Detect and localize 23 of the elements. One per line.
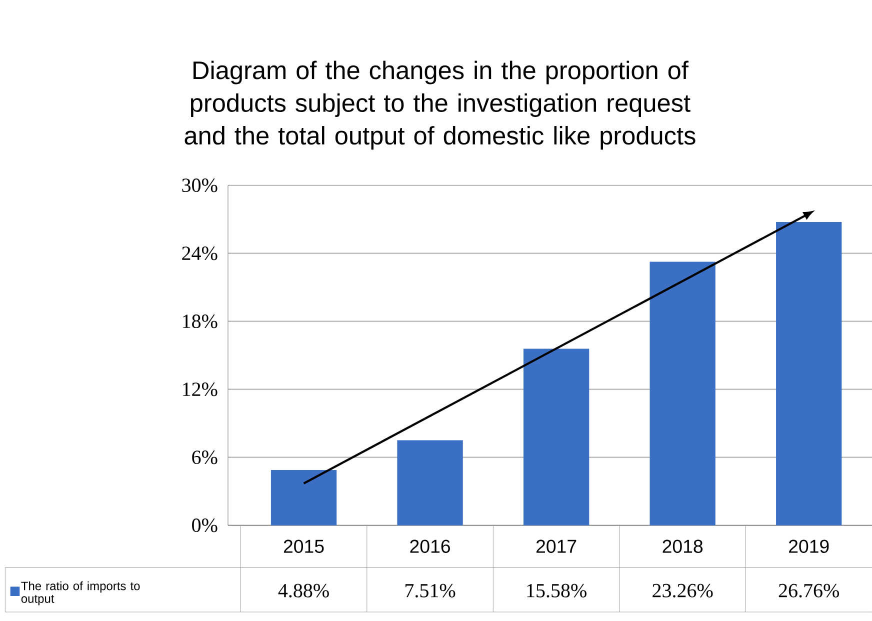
data-label: 4.88% (278, 584, 329, 598)
y-tick-label: 6% (192, 450, 218, 464)
y-tick-label: 0% (192, 518, 218, 532)
bar (270, 470, 337, 526)
x-tick-label: 2015 (284, 540, 324, 553)
data-label: 26.76% (778, 584, 840, 598)
chart-title: Diagram of the changes in the proportion of products subject to the investigation request and the total output of domestic like products (184, 60, 696, 150)
data-label: 7.51% (406, 584, 456, 598)
y-tick-label: 30% (182, 178, 218, 192)
bar (776, 222, 842, 526)
bar (650, 262, 716, 526)
bar (397, 440, 463, 526)
data-label: 23.26% (652, 584, 713, 598)
x-tick-label: 2017 (536, 540, 576, 553)
bar (523, 348, 590, 526)
y-tick-label: 18% (183, 314, 218, 328)
data-label: 15.58% (527, 584, 586, 598)
y-tick-label: 12% (183, 382, 218, 396)
x-tick-label: 2019 (789, 540, 829, 553)
x-tick-label: 2018 (662, 540, 703, 553)
x-tick-label: 2016 (410, 540, 450, 553)
y-tick-label: 24% (182, 246, 218, 260)
legend-label: The ratio of imports to output (21, 581, 140, 606)
